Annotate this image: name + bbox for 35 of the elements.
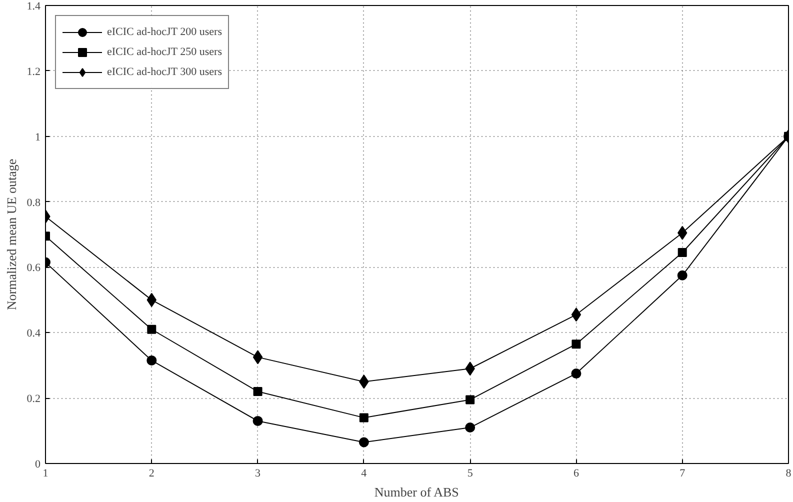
y-tick-label: 1.2	[26, 66, 40, 78]
x-tick-label: 2	[148, 468, 154, 480]
point	[678, 248, 687, 257]
point	[677, 270, 688, 280]
x-tick-label: 1	[42, 468, 48, 480]
x-tick-label: 4	[361, 468, 368, 480]
y-tick-label: 0.4	[26, 328, 41, 340]
y-tick-label: 0	[35, 458, 41, 470]
point	[253, 387, 262, 396]
y-tick-label: 0.8	[26, 196, 41, 209]
point	[358, 437, 369, 448]
legend-label: eICIC ad-hocJT 250 users	[107, 46, 222, 58]
point	[359, 413, 368, 422]
x-tick-label: 3	[255, 468, 262, 480]
x-tick-label: 6	[573, 468, 580, 480]
point	[571, 368, 582, 379]
legend-label: eICIC ad-hocJT 200 users	[107, 26, 222, 38]
y-axis-title: Normalized mean UE outage	[4, 158, 19, 310]
y-tick-label: 0.2	[26, 393, 40, 406]
y-tick-label: 1.4	[26, 0, 41, 12]
point	[466, 395, 475, 404]
point	[572, 340, 581, 349]
x-tick-label: 8	[786, 468, 792, 480]
point	[571, 308, 582, 322]
point	[252, 350, 263, 364]
point	[147, 324, 156, 334]
x-tick-label: 5	[467, 468, 474, 480]
x-tick-label: 7	[680, 468, 686, 480]
legend-label: eICIC ad-hocJT 300 users	[107, 66, 222, 78]
point	[146, 355, 157, 366]
x-axis-title: Number of ABS	[374, 484, 459, 500]
point	[465, 422, 476, 433]
y-tick-label: 0.6	[26, 262, 41, 274]
y-tick-label: 1	[35, 131, 40, 144]
point	[252, 416, 263, 426]
